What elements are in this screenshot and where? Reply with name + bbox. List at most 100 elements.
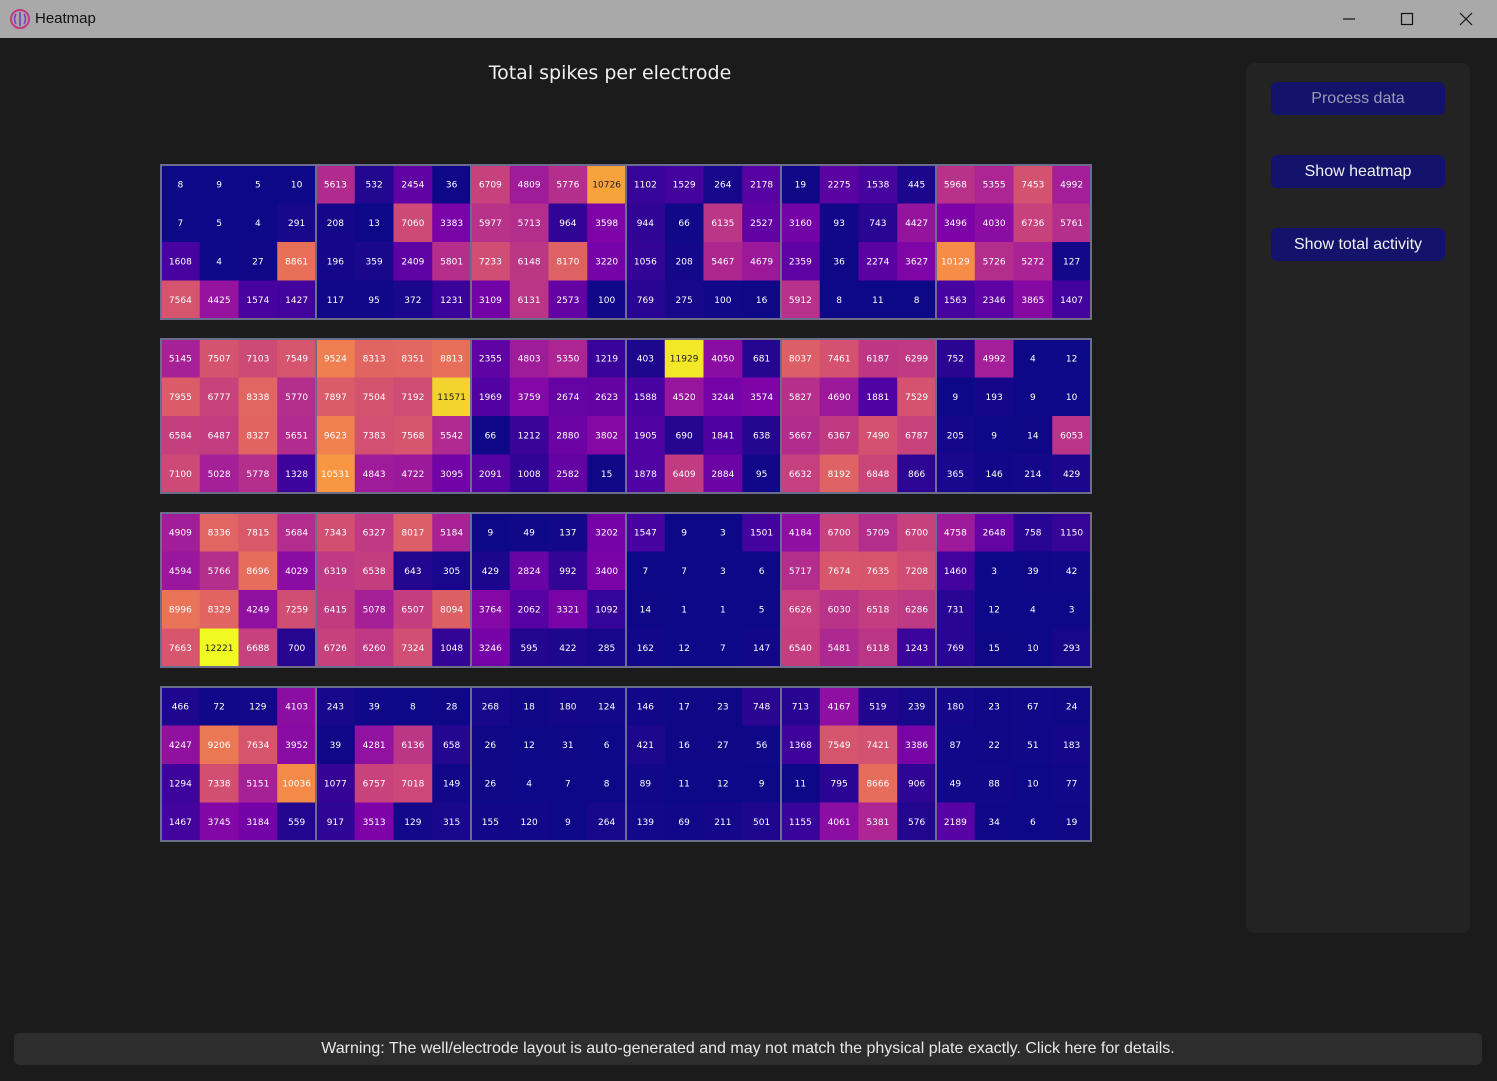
heatmap-cell <box>548 416 588 455</box>
heatmap-cell-label: 3160 <box>789 219 812 229</box>
heatmap-cell <box>703 454 743 494</box>
heatmap-cell-label: 2582 <box>556 470 579 480</box>
process-data-button[interactable]: Process data <box>1271 82 1445 115</box>
heatmap-cell <box>858 551 898 591</box>
heatmap-cell <box>1052 339 1092 378</box>
heatmap-cell-label: 6327 <box>363 528 386 538</box>
heatmap-cell-label: 7549 <box>285 354 308 364</box>
heatmap-cell-label: 8351 <box>401 354 424 364</box>
heatmap-cell <box>471 725 511 765</box>
heatmap-cell <box>664 802 704 842</box>
heatmap-cell <box>781 242 821 281</box>
heatmap-cell <box>897 551 937 591</box>
heatmap-cell-label: 95 <box>756 470 767 480</box>
heatmap-cell <box>974 802 1014 842</box>
heatmap-cell-label: 49 <box>523 528 535 538</box>
heatmap-cell <box>858 165 898 204</box>
heatmap-cell <box>509 165 549 204</box>
well-border[interactable] <box>935 686 1092 842</box>
heatmap-cell-label: 264 <box>598 818 615 828</box>
heatmap-cell-label: 4 <box>216 257 222 267</box>
heatmap-cell-label: 8094 <box>440 605 463 615</box>
heatmap-cell <box>354 454 394 494</box>
heatmap-cell <box>781 416 821 455</box>
heatmap-cell <box>354 551 394 591</box>
heatmap-cell-label: 27 <box>717 741 728 751</box>
layout-warning-banner[interactable]: Warning: The well/electrode layout is au… <box>14 1033 1482 1065</box>
heatmap-cell-label: 4425 <box>208 296 231 306</box>
heatmap-cell-label: 1328 <box>285 470 308 480</box>
show-total-activity-button[interactable]: Show total activity <box>1271 228 1445 261</box>
heatmap-cell <box>936 687 976 726</box>
heatmap-cell-label: 22 <box>988 741 999 751</box>
heatmap-cell <box>509 454 549 494</box>
heatmap-cell-label: 8 <box>604 779 610 789</box>
heatmap-cell-label: 6131 <box>518 296 541 306</box>
heatmap-cell <box>1052 416 1092 455</box>
heatmap-cell-label: 6409 <box>673 470 696 480</box>
heatmap-cell-label: 9206 <box>208 741 231 751</box>
heatmap-cell-label: 576 <box>908 818 925 828</box>
heatmap-cell-label: 15 <box>601 470 612 480</box>
heatmap-cell-label: 10 <box>1066 393 1078 403</box>
heatmap-cell <box>509 764 549 803</box>
heatmap-cell <box>897 802 937 842</box>
heatmap-cell-label: 3400 <box>595 567 618 577</box>
heatmap-cell <box>858 628 898 668</box>
heatmap-cell <box>161 280 201 320</box>
heatmap-cell-label: 2346 <box>983 296 1006 306</box>
heatmap-cell <box>626 802 666 842</box>
heatmap-cell-label: 180 <box>559 702 576 712</box>
show-heatmap-button[interactable]: Show heatmap <box>1271 155 1445 188</box>
heatmap-cell-label: 6136 <box>401 741 424 751</box>
heatmap-cell-label: 10 <box>1027 644 1039 654</box>
heatmap-cell-label: 7100 <box>169 470 192 480</box>
heatmap-cell <box>819 590 859 629</box>
heatmap-cell <box>432 513 472 552</box>
heatmap-cell-label: 906 <box>908 779 925 789</box>
heatmap-cell-label: 4803 <box>518 354 541 364</box>
heatmap-cell <box>1013 377 1053 417</box>
heatmap-cell <box>936 551 976 591</box>
minimize-button[interactable] <box>1320 0 1378 38</box>
heatmap-cell-label: 2062 <box>518 605 541 615</box>
heatmap-cell <box>471 551 511 591</box>
heatmap-cell <box>1052 551 1092 591</box>
heatmap-cell <box>1052 513 1092 552</box>
well-border[interactable] <box>935 338 1092 494</box>
heatmap-cell <box>703 764 743 803</box>
heatmap-cell <box>742 454 782 494</box>
heatmap-cell-label: 9524 <box>324 354 347 364</box>
well-border[interactable] <box>935 512 1092 668</box>
heatmap-cell <box>858 280 898 320</box>
heatmap-cell <box>781 377 821 417</box>
heatmap-cell-label: 7815 <box>246 528 269 538</box>
heatmap-cell <box>819 165 859 204</box>
heatmap-cell-label: 6700 <box>828 528 851 538</box>
heatmap-cell-label: 23 <box>988 702 999 712</box>
heatmap-cell <box>393 203 433 243</box>
heatmap-cell-label: 6 <box>759 567 765 577</box>
heatmap-cell-label: 690 <box>676 431 693 441</box>
heatmap-cell <box>1013 416 1053 455</box>
heatmap-cell-label: 4061 <box>828 818 851 828</box>
well-border[interactable] <box>935 164 1092 320</box>
heatmap-cell <box>703 802 743 842</box>
heatmap-cell-label: 28 <box>446 702 458 712</box>
close-button[interactable] <box>1437 0 1495 38</box>
heatmap-cell <box>393 454 433 494</box>
heatmap-cell-label: 5968 <box>944 180 967 190</box>
heatmap-cell-label: 6688 <box>246 644 269 654</box>
heatmap-cell <box>626 551 666 591</box>
heatmap-cell-label: 8861 <box>285 257 308 267</box>
heatmap-cell-label: 7663 <box>169 644 192 654</box>
heatmap-cell-label: 4103 <box>285 702 308 712</box>
maximize-button[interactable] <box>1378 0 1436 38</box>
heatmap-cell-label: 11571 <box>437 393 466 403</box>
heatmap-cell-label: 8313 <box>363 354 386 364</box>
heatmap-cell-label: 7507 <box>208 354 231 364</box>
heatmap-cell-label: 5 <box>759 605 765 615</box>
heatmap-cell-label: 3321 <box>556 605 579 615</box>
heatmap-cell <box>781 764 821 803</box>
heatmap-cell <box>354 764 394 803</box>
